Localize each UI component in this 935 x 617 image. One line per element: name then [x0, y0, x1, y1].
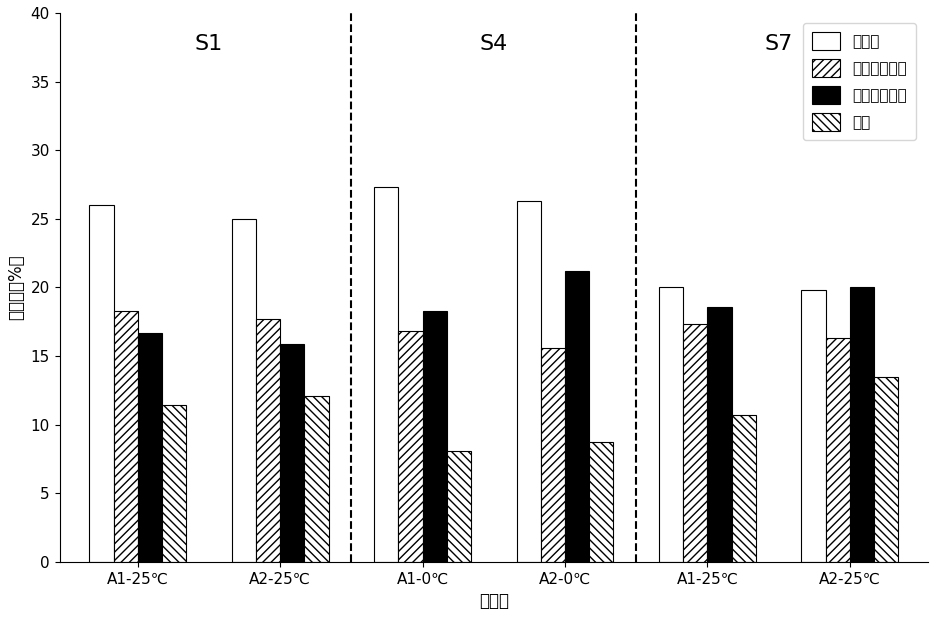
Bar [540, 348, 565, 561]
Bar [137, 333, 162, 561]
X-axis label: 反应器: 反应器 [479, 592, 509, 610]
Bar [731, 415, 755, 561]
Bar [90, 205, 114, 561]
Bar [874, 376, 899, 561]
Bar [517, 201, 540, 561]
Bar [683, 325, 708, 561]
Legend: 生物量, 革兰氏阳性菌, 革兰氏阴性菌, 真菌: 生物量, 革兰氏阳性菌, 革兰氏阴性菌, 真菌 [803, 23, 916, 139]
Bar [374, 187, 398, 561]
Bar [398, 331, 423, 561]
Y-axis label: 百分比（%）: 百分比（%） [7, 255, 25, 320]
Text: S1: S1 [195, 33, 223, 54]
Bar [423, 311, 447, 561]
Bar [256, 319, 280, 561]
Bar [305, 395, 329, 561]
Bar [589, 442, 613, 561]
Bar [826, 338, 850, 561]
Bar [565, 271, 589, 561]
Bar [114, 311, 137, 561]
Bar [659, 288, 683, 561]
Bar [162, 405, 186, 561]
Bar [801, 290, 826, 561]
Bar [447, 450, 471, 561]
Text: S7: S7 [765, 33, 793, 54]
Bar [280, 344, 305, 561]
Bar [232, 219, 256, 561]
Text: S4: S4 [480, 33, 508, 54]
Bar [708, 307, 731, 561]
Bar [850, 288, 874, 561]
